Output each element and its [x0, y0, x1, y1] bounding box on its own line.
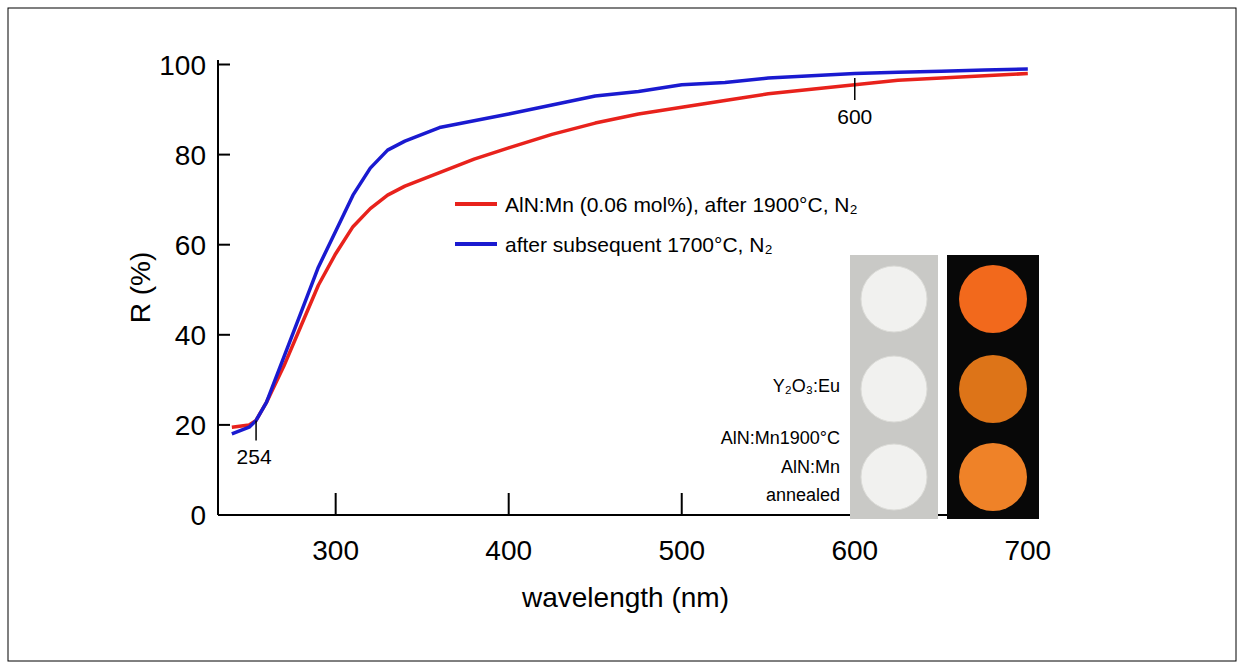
y-tick — [218, 154, 230, 156]
series-line — [232, 69, 1028, 434]
inset-photos — [850, 255, 1039, 519]
x-tick-label: 600 — [831, 535, 878, 566]
legend-label: AlN:Mn (0.06 mol%), after 1900°C, N₂ — [505, 193, 858, 216]
annotation-leader — [854, 78, 856, 100]
photo-daylight — [850, 255, 938, 519]
x-tick — [335, 493, 337, 515]
chart: 0 20 40 60 80 100 300 400 500 600 700 wavelength (n… — [0, 0, 1244, 669]
inset-label-line: annealed — [766, 485, 840, 505]
plot-lines — [232, 69, 1028, 434]
y-tick-label: 20 — [175, 410, 206, 441]
sample-daylight — [861, 266, 927, 332]
figure-frame — [8, 8, 1236, 661]
annotation: 254 — [237, 445, 272, 468]
y-axis-title: R (%) — [125, 252, 156, 324]
photo-uv — [947, 255, 1039, 519]
series-line — [232, 74, 1028, 428]
y-tick-label: 100 — [159, 50, 206, 81]
y-tick — [218, 424, 230, 426]
annotation-leader — [255, 420, 257, 440]
y-tick-label: 80 — [175, 140, 206, 171]
inset-label-line: AlN:Mn — [781, 457, 840, 477]
annotation: 600 — [837, 105, 872, 128]
x-tick-label: 300 — [312, 535, 359, 566]
x-tick — [681, 493, 683, 515]
inset-label: AlN:Mn1900°C — [721, 428, 840, 448]
y-tick — [218, 334, 230, 336]
sample-uv — [959, 265, 1027, 333]
legend-swatch — [455, 242, 497, 246]
y-tick-label: 60 — [175, 230, 206, 261]
x-tick-label: 700 — [1004, 535, 1051, 566]
legend-swatch — [455, 202, 497, 206]
legend: AlN:Mn (0.06 mol%), after 1900°C, N₂ afte… — [455, 193, 858, 256]
inset-label-line: Y₂O₃:Eu — [773, 376, 840, 396]
y-tick — [218, 64, 230, 66]
y-tick-label: 40 — [175, 320, 206, 351]
inset-label: Y₂O₃:Eu — [773, 376, 840, 396]
sample-uv — [959, 443, 1027, 511]
inset-label: AlN:Mn annealed — [766, 457, 840, 505]
x-tick-label: 500 — [658, 535, 705, 566]
sample-daylight — [861, 356, 927, 422]
y-axis — [217, 60, 219, 515]
legend-label: after subsequent 1700°C, N₂ — [505, 233, 773, 256]
x-tick-label: 400 — [485, 535, 532, 566]
x-axis-title: wavelength (nm) — [521, 582, 729, 613]
inset-label-line: AlN:Mn1900°C — [721, 428, 840, 448]
y-tick — [218, 514, 230, 516]
y-tick-label: 0 — [190, 500, 206, 531]
sample-uv — [959, 355, 1027, 423]
sample-daylight — [861, 444, 927, 510]
x-tick — [508, 493, 510, 515]
y-tick — [218, 244, 230, 246]
